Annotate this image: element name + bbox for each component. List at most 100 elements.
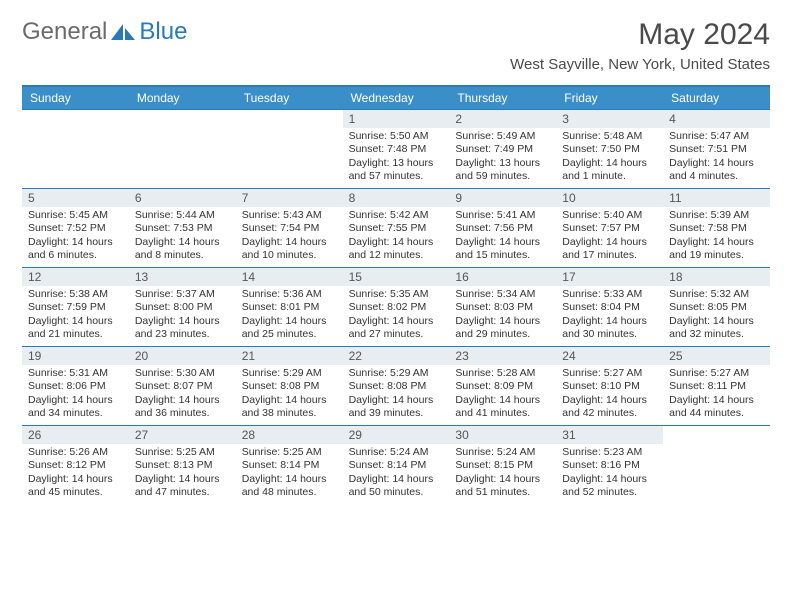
day-number: 28 [236, 426, 343, 444]
sunset-line: Sunset: 7:50 PM [562, 143, 657, 156]
sunset-line: Sunset: 8:01 PM [242, 301, 337, 314]
daylight2-line: and 15 minutes. [455, 249, 550, 262]
day-details: Sunrise: 5:34 AMSunset: 8:03 PMDaylight:… [449, 286, 556, 346]
sunset-line: Sunset: 8:03 PM [455, 301, 550, 314]
daylight2-line: and 39 minutes. [349, 407, 444, 420]
day-details: Sunrise: 5:36 AMSunset: 8:01 PMDaylight:… [236, 286, 343, 346]
day-cell: 26Sunrise: 5:26 AMSunset: 8:12 PMDayligh… [22, 426, 129, 504]
week-row: 26Sunrise: 5:26 AMSunset: 8:12 PMDayligh… [22, 425, 770, 504]
day-cell: 1Sunrise: 5:50 AMSunset: 7:48 PMDaylight… [343, 110, 450, 188]
daylight1-line: Daylight: 14 hours [562, 473, 657, 486]
day-cell: 19Sunrise: 5:31 AMSunset: 8:06 PMDayligh… [22, 347, 129, 425]
sunrise-line: Sunrise: 5:43 AM [242, 209, 337, 222]
sunset-line: Sunset: 7:58 PM [669, 222, 764, 235]
sunset-line: Sunset: 8:11 PM [669, 380, 764, 393]
day-details: Sunrise: 5:23 AMSunset: 8:16 PMDaylight:… [556, 444, 663, 504]
day-details: Sunrise: 5:30 AMSunset: 8:07 PMDaylight:… [129, 365, 236, 425]
day-number: 10 [556, 189, 663, 207]
daylight2-line: and 59 minutes. [455, 170, 550, 183]
sunrise-line: Sunrise: 5:33 AM [562, 288, 657, 301]
day-cell [236, 110, 343, 188]
day-number: 14 [236, 268, 343, 286]
daylight1-line: Daylight: 14 hours [242, 236, 337, 249]
day-cell: 17Sunrise: 5:33 AMSunset: 8:04 PMDayligh… [556, 268, 663, 346]
day-cell: 3Sunrise: 5:48 AMSunset: 7:50 PMDaylight… [556, 110, 663, 188]
daylight2-line: and 23 minutes. [135, 328, 230, 341]
day-details: Sunrise: 5:43 AMSunset: 7:54 PMDaylight:… [236, 207, 343, 267]
day-details: Sunrise: 5:28 AMSunset: 8:09 PMDaylight:… [449, 365, 556, 425]
day-number: 2 [449, 110, 556, 128]
sunrise-line: Sunrise: 5:27 AM [562, 367, 657, 380]
day-number: 11 [663, 189, 770, 207]
daylight2-line: and 52 minutes. [562, 486, 657, 499]
daylight2-line: and 44 minutes. [669, 407, 764, 420]
sunset-line: Sunset: 7:54 PM [242, 222, 337, 235]
sunset-line: Sunset: 8:09 PM [455, 380, 550, 393]
sunrise-line: Sunrise: 5:27 AM [669, 367, 764, 380]
day-details: Sunrise: 5:48 AMSunset: 7:50 PMDaylight:… [556, 128, 663, 188]
day-number: 6 [129, 189, 236, 207]
weekday-header-row: Sunday Monday Tuesday Wednesday Thursday… [22, 87, 770, 109]
sunset-line: Sunset: 8:04 PM [562, 301, 657, 314]
daylight1-line: Daylight: 14 hours [349, 315, 444, 328]
day-details: Sunrise: 5:50 AMSunset: 7:48 PMDaylight:… [343, 128, 450, 188]
daylight1-line: Daylight: 14 hours [455, 473, 550, 486]
day-details: Sunrise: 5:44 AMSunset: 7:53 PMDaylight:… [129, 207, 236, 267]
day-details: Sunrise: 5:37 AMSunset: 8:00 PMDaylight:… [129, 286, 236, 346]
day-cell: 5Sunrise: 5:45 AMSunset: 7:52 PMDaylight… [22, 189, 129, 267]
title-block: May 2024 West Sayville, New York, United… [510, 18, 770, 73]
week-row: 5Sunrise: 5:45 AMSunset: 7:52 PMDaylight… [22, 188, 770, 267]
daylight1-line: Daylight: 14 hours [562, 236, 657, 249]
daylight2-line: and 17 minutes. [562, 249, 657, 262]
daylight2-line: and 48 minutes. [242, 486, 337, 499]
day-cell: 18Sunrise: 5:32 AMSunset: 8:05 PMDayligh… [663, 268, 770, 346]
daylight2-line: and 6 minutes. [28, 249, 123, 262]
day-number: 4 [663, 110, 770, 128]
day-number: 27 [129, 426, 236, 444]
sunset-line: Sunset: 7:51 PM [669, 143, 764, 156]
day-cell: 27Sunrise: 5:25 AMSunset: 8:13 PMDayligh… [129, 426, 236, 504]
daylight1-line: Daylight: 14 hours [455, 315, 550, 328]
daylight2-line: and 41 minutes. [455, 407, 550, 420]
day-cell [663, 426, 770, 504]
day-cell: 25Sunrise: 5:27 AMSunset: 8:11 PMDayligh… [663, 347, 770, 425]
sunrise-line: Sunrise: 5:26 AM [28, 446, 123, 459]
daylight1-line: Daylight: 14 hours [135, 473, 230, 486]
sunrise-line: Sunrise: 5:35 AM [349, 288, 444, 301]
day-number: 22 [343, 347, 450, 365]
day-cell: 23Sunrise: 5:28 AMSunset: 8:09 PMDayligh… [449, 347, 556, 425]
daylight2-line: and 45 minutes. [28, 486, 123, 499]
sunset-line: Sunset: 8:06 PM [28, 380, 123, 393]
day-cell: 29Sunrise: 5:24 AMSunset: 8:14 PMDayligh… [343, 426, 450, 504]
location-text: West Sayville, New York, United States [510, 56, 770, 73]
day-number: 12 [22, 268, 129, 286]
daylight2-line: and 47 minutes. [135, 486, 230, 499]
day-number: 13 [129, 268, 236, 286]
sunrise-line: Sunrise: 5:24 AM [349, 446, 444, 459]
day-details: Sunrise: 5:25 AMSunset: 8:13 PMDaylight:… [129, 444, 236, 504]
daylight2-line: and 51 minutes. [455, 486, 550, 499]
daylight2-line: and 29 minutes. [455, 328, 550, 341]
day-cell: 16Sunrise: 5:34 AMSunset: 8:03 PMDayligh… [449, 268, 556, 346]
daylight2-line: and 1 minute. [562, 170, 657, 183]
day-cell: 11Sunrise: 5:39 AMSunset: 7:58 PMDayligh… [663, 189, 770, 267]
sunset-line: Sunset: 7:59 PM [28, 301, 123, 314]
day-details: Sunrise: 5:24 AMSunset: 8:15 PMDaylight:… [449, 444, 556, 504]
sunset-line: Sunset: 8:02 PM [349, 301, 444, 314]
sunrise-line: Sunrise: 5:24 AM [455, 446, 550, 459]
calendar-grid: Sunday Monday Tuesday Wednesday Thursday… [22, 85, 770, 504]
sunrise-line: Sunrise: 5:31 AM [28, 367, 123, 380]
daylight2-line: and 19 minutes. [669, 249, 764, 262]
day-number: 21 [236, 347, 343, 365]
day-cell: 9Sunrise: 5:41 AMSunset: 7:56 PMDaylight… [449, 189, 556, 267]
weekday-header: Monday [129, 87, 236, 109]
day-number: 30 [449, 426, 556, 444]
daylight2-line: and 8 minutes. [135, 249, 230, 262]
daylight2-line: and 50 minutes. [349, 486, 444, 499]
daylight1-line: Daylight: 14 hours [455, 394, 550, 407]
sunset-line: Sunset: 8:10 PM [562, 380, 657, 393]
sunrise-line: Sunrise: 5:47 AM [669, 130, 764, 143]
day-cell: 2Sunrise: 5:49 AMSunset: 7:49 PMDaylight… [449, 110, 556, 188]
sunset-line: Sunset: 7:52 PM [28, 222, 123, 235]
sunrise-line: Sunrise: 5:29 AM [242, 367, 337, 380]
